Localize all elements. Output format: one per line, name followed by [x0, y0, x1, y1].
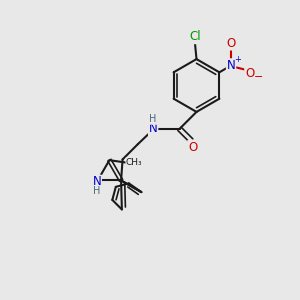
Text: H: H	[93, 186, 100, 196]
Text: O: O	[245, 67, 254, 80]
Text: CH₃: CH₃	[126, 158, 142, 167]
Text: O: O	[188, 141, 197, 154]
Text: −: −	[254, 72, 263, 82]
Text: +: +	[234, 55, 241, 64]
Text: N: N	[227, 59, 236, 72]
Text: O: O	[226, 37, 236, 50]
Text: N: N	[92, 176, 101, 188]
Text: Cl: Cl	[189, 30, 201, 44]
Text: H: H	[149, 114, 157, 124]
Text: N: N	[149, 122, 158, 135]
